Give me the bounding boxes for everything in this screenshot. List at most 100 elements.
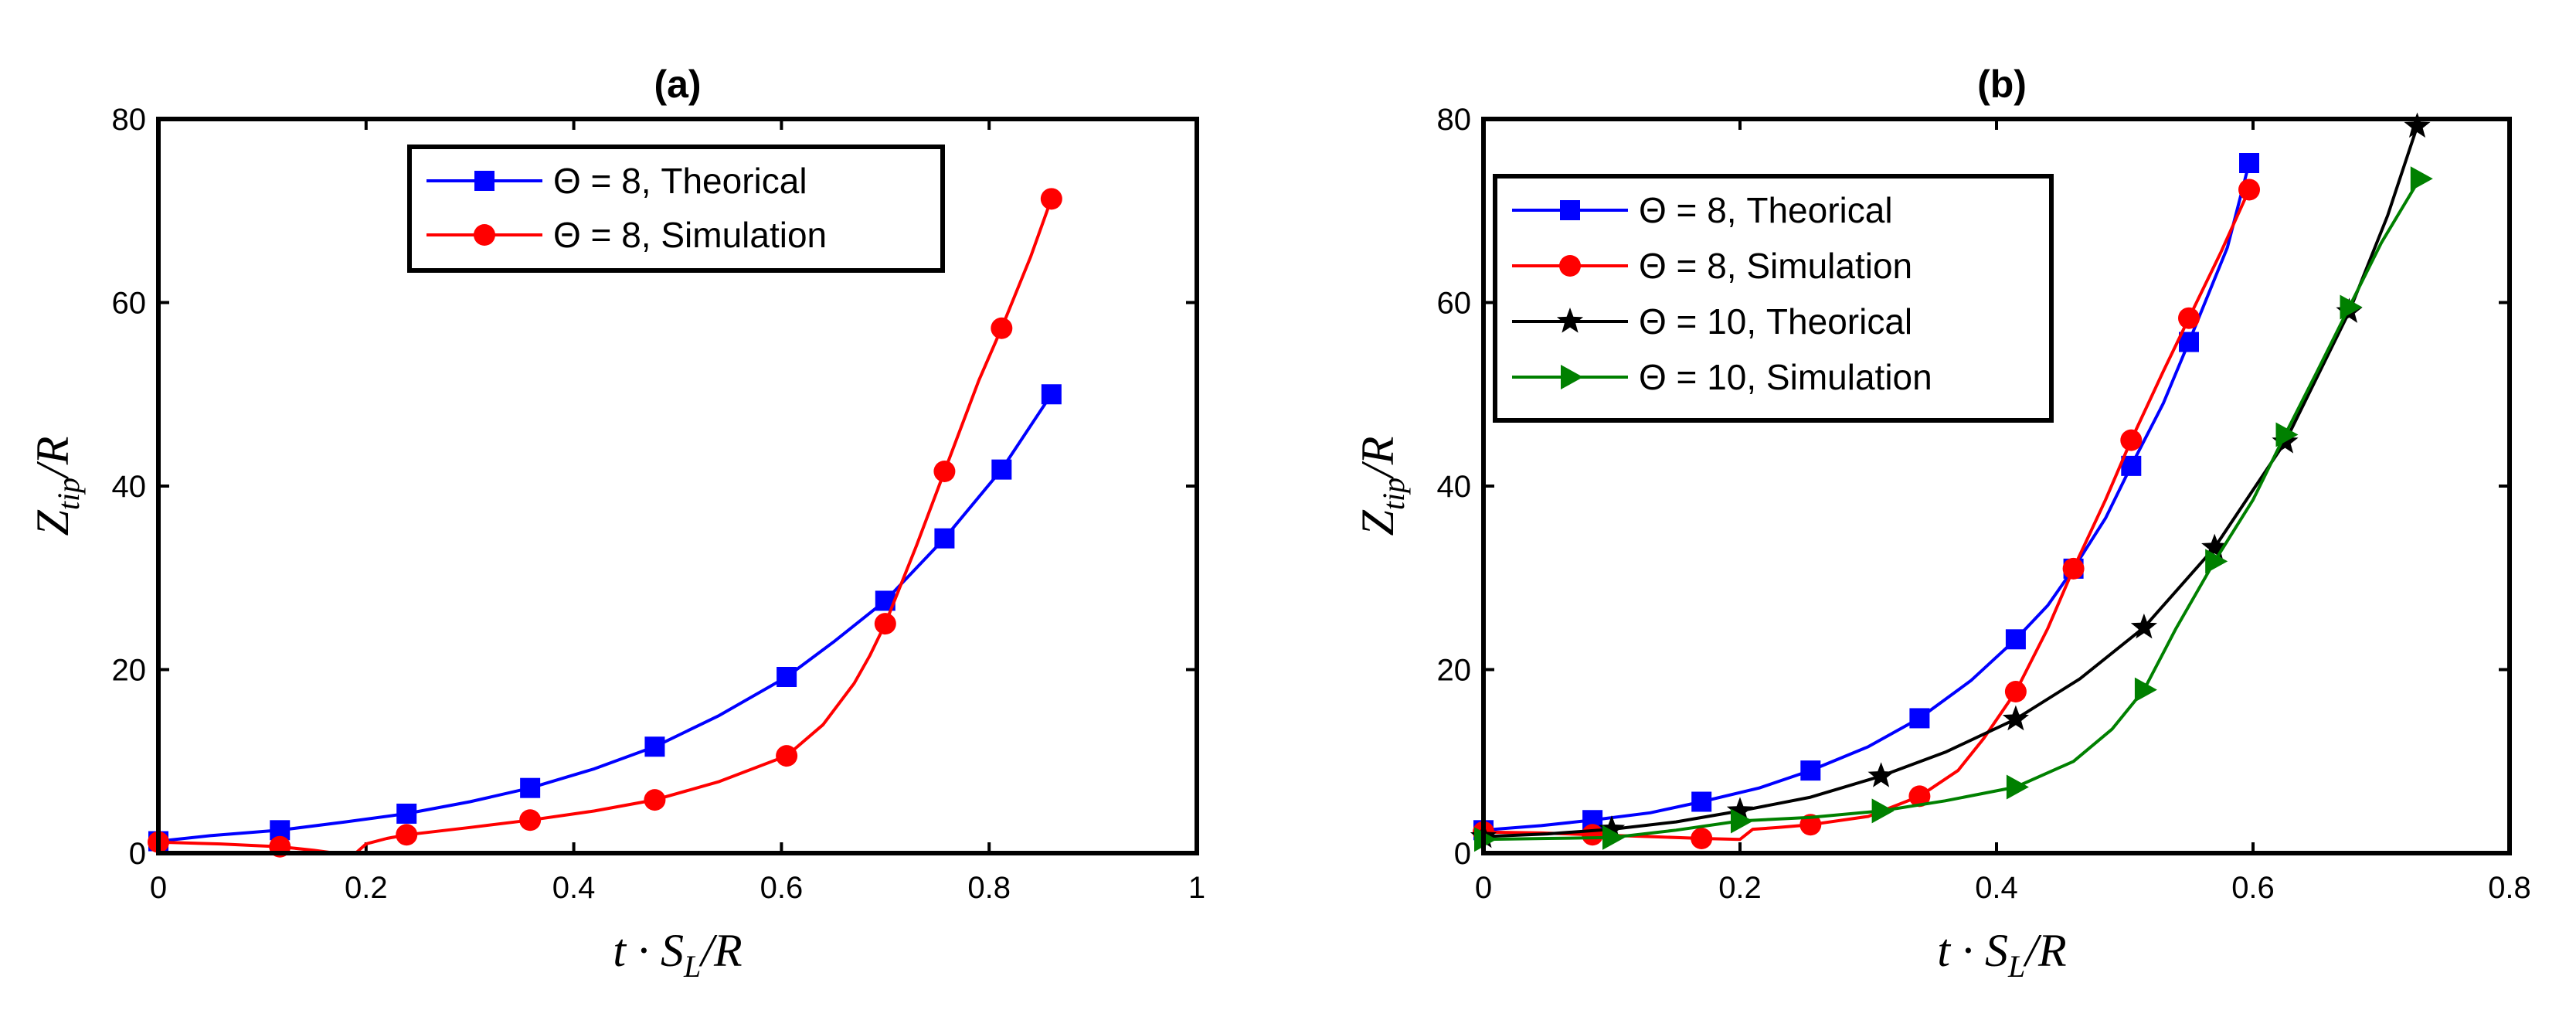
panel-b-series-2-line xyxy=(1483,125,2419,838)
panel-b-series-2-point xyxy=(1598,815,1626,841)
panel-b-series-2-point xyxy=(2002,705,2029,731)
panel-a-series-0-point xyxy=(777,667,797,687)
panel-a-series-0-line xyxy=(158,393,1053,843)
panel-a-legend-label: Θ = 8, Simulation xyxy=(553,215,827,255)
panel-a-ylabel-sub: tip xyxy=(51,478,86,510)
panel-b-series-3-line xyxy=(1483,178,2421,842)
panel-a-ytick-label: 20 xyxy=(112,654,147,688)
panel-b-xtick-label: 0 xyxy=(1475,871,1492,905)
panel-b-series-3-point xyxy=(1731,808,1753,834)
panel-b-series-1-point xyxy=(2120,429,2143,451)
panel-a-ytick-labels: 0 20 40 60 80 xyxy=(112,103,147,871)
panel-a-series-0-point xyxy=(934,528,955,549)
panel-a-legend-label: Θ = 8, Theorical xyxy=(553,161,807,201)
panel-b-series-1-point xyxy=(2238,179,2261,201)
panel-a-xtick-label: 0.2 xyxy=(345,871,388,905)
panel-a-series-0-point xyxy=(1041,384,1062,405)
panel-b-xtick-label: 0.4 xyxy=(1975,871,2018,905)
panel-a-series-1-point xyxy=(874,613,896,635)
panel-a-x-axis-label: t · SL/R xyxy=(613,925,742,984)
panel-a-series-0-point xyxy=(396,803,417,824)
panel-a-axes-frame xyxy=(156,117,1199,855)
panel-a-legend-entry-1: Θ = 8, Simulation xyxy=(427,215,827,255)
panel-b-title: (b) xyxy=(1977,63,2027,106)
panel-b-ytick-label: 20 xyxy=(1437,654,1472,688)
panel-a-ytick-label: 80 xyxy=(112,103,147,137)
panel-b-xtick-label: 0.6 xyxy=(2231,871,2275,905)
panel-b-axes-frame xyxy=(1481,117,2512,855)
panel-b-series-1-point xyxy=(2062,557,2085,580)
panel-b-series-2-point xyxy=(2130,613,2157,639)
panel-b-legend-label: Θ = 10, Theorical xyxy=(1639,301,1912,342)
svg-text:Ztip/R: Ztip/R xyxy=(1352,437,1411,536)
panel-b-legend-label: Θ = 10, Simulation xyxy=(1639,357,1932,397)
panel-a-legend-box xyxy=(407,145,945,273)
panel-b-legend-label: Θ = 8, Theorical xyxy=(1639,190,1893,230)
panel-a-series-1-point xyxy=(396,824,418,846)
panel-a-series xyxy=(148,188,1062,858)
panel-b-ylabel-main: Z xyxy=(1352,509,1403,536)
panel-b-series-1-point xyxy=(2178,307,2200,329)
panel-b-ytick-label: 40 xyxy=(1437,470,1472,504)
panel-b-series-3-point xyxy=(2205,549,2228,574)
panel-b-legend-entry-3: Θ = 10, Simulation xyxy=(1512,357,1932,397)
panel-a-series-1-line xyxy=(158,198,1053,855)
panel-b-series-1-line xyxy=(1483,189,2251,842)
panel-a: (a) 0 0.2 0.4 0.6 0.8 1 0 20 40 60 80 Ztip/R t · … xyxy=(27,63,1205,984)
panel-a-series-1-point xyxy=(644,789,666,811)
panel-b-series-2-point xyxy=(1867,762,1895,787)
panel-b-x-axis-label: t · SL/R xyxy=(1937,925,2066,984)
panel-b-series-3-point xyxy=(1602,825,1625,850)
panel-a-series-0-point xyxy=(520,777,541,798)
panel-b-series-2-point xyxy=(2404,112,2431,138)
panel-a-ylabel-rest: /R xyxy=(27,437,78,480)
panel-a-xtick-label: 0.8 xyxy=(967,871,1011,905)
panel-a-series-1-point xyxy=(1040,188,1062,210)
panel-b-series-0-point xyxy=(1800,760,1821,781)
panel-a-series-1 xyxy=(148,188,1062,858)
panel-b-xtick-labels: 0 0.2 0.4 0.6 0.8 xyxy=(1475,871,2531,905)
panel-a-ylabel-main: Z xyxy=(27,509,78,536)
panel-a-series-0-point xyxy=(644,736,665,757)
panel-b: (b) 0 0.2 0.4 0.6 0.8 0 20 40 60 80 Ztip/R t · S… xyxy=(1352,63,2531,984)
panel-b-series-0-point xyxy=(2239,153,2260,173)
panel-b-legend-marker xyxy=(1560,200,1580,220)
panel-b-legend-entry-1: Θ = 8, Simulation xyxy=(1512,246,1912,286)
panel-a-title: (a) xyxy=(654,63,701,106)
panel-b-ytick-label: 80 xyxy=(1437,103,1472,137)
panel-b-series-1 xyxy=(1473,179,2261,849)
panel-a-series-1-point xyxy=(933,461,956,482)
panel-b-series-3-point xyxy=(2340,294,2363,320)
panel-b-ytick-label: 0 xyxy=(1454,837,1471,871)
panel-b-legend-marker xyxy=(1561,365,1583,389)
panel-b-series-0-point xyxy=(1909,708,1930,729)
panel-b-series-3-point xyxy=(2410,166,2433,192)
panel-b-series-1-point xyxy=(1799,814,1822,836)
panel-b-series-3-point xyxy=(2275,422,2299,447)
panel-b-legend: Θ = 8, Theorical Θ = 8, Simulation Θ = 10,… xyxy=(1493,174,2054,423)
panel-a-series-1-point xyxy=(776,745,798,767)
panel-a-series-1-point xyxy=(991,317,1013,339)
panel-b-xtick-label: 0.2 xyxy=(1718,871,1762,905)
panel-a-ytick-label: 60 xyxy=(112,287,147,321)
svg-text:Ztip/R: Ztip/R xyxy=(27,437,86,536)
panel-a-legend-marker xyxy=(474,224,495,246)
panel-a-xtick-labels: 0 0.2 0.4 0.6 0.8 1 xyxy=(150,871,1205,905)
panel-b-series-1-point xyxy=(1908,785,1931,808)
panel-b-series-3-point xyxy=(2006,774,2029,800)
panel-b-series-1-point xyxy=(1691,828,1713,849)
panel-b-ylabel-sub: tip xyxy=(1376,478,1411,510)
panel-b-series-0-line xyxy=(1483,162,2251,832)
panel-b-legend-marker xyxy=(1559,255,1581,277)
panel-a-xtick-label: 0.4 xyxy=(552,871,596,905)
panel-a-series-1-point xyxy=(519,809,542,831)
panel-a-xtick-label: 0.6 xyxy=(760,871,804,905)
panel-a-xtick-label: 0 xyxy=(150,871,167,905)
panel-b-xtick-label: 0.8 xyxy=(2488,871,2531,905)
panel-b-series-3-point xyxy=(2134,677,2157,702)
panel-b-legend-box xyxy=(1493,174,2054,423)
panel-b-legend-entry-2: Θ = 10, Theorical xyxy=(1512,301,1912,342)
panel-a-series-0-point xyxy=(991,459,1012,480)
panel-b-series-2-point xyxy=(2201,533,2228,559)
panel-b-series-1-point xyxy=(1582,824,1604,846)
